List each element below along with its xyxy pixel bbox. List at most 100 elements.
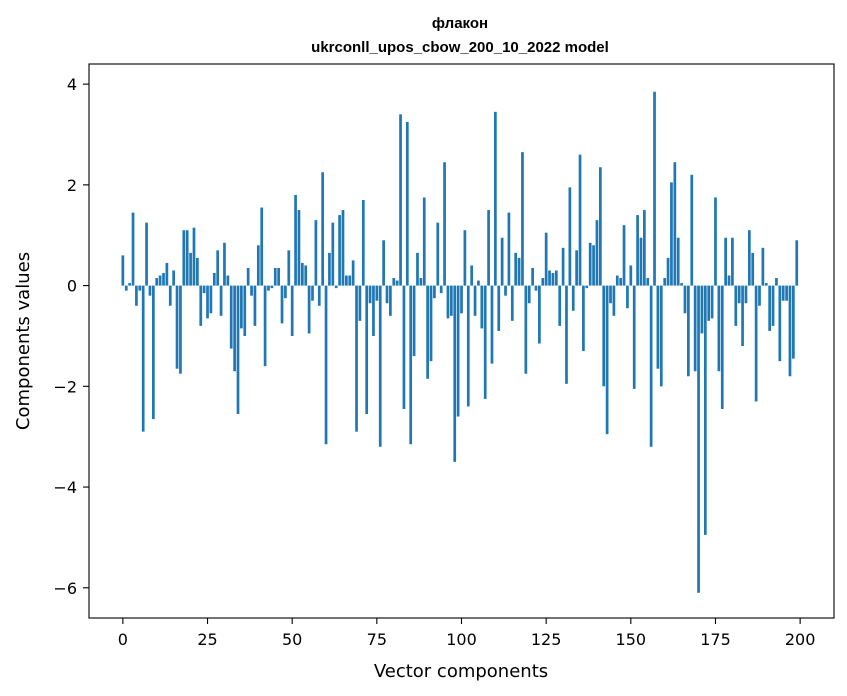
bar [341, 210, 345, 286]
x-tick-label: 200 [785, 630, 816, 649]
bar [510, 285, 514, 321]
bar [517, 257, 521, 286]
bar [297, 210, 301, 286]
bar [287, 250, 291, 286]
bar [707, 285, 711, 321]
bar [253, 285, 257, 326]
bar [402, 285, 406, 409]
bar [754, 285, 758, 402]
bar [524, 285, 528, 374]
bar [155, 278, 159, 286]
bar [212, 273, 216, 286]
bar [534, 285, 538, 291]
bar [206, 285, 209, 319]
bar [578, 154, 582, 286]
x-tick-label: 75 [367, 630, 387, 649]
bars-group [121, 91, 799, 593]
bar [598, 167, 602, 286]
bar [378, 285, 382, 447]
bar [405, 121, 409, 286]
bar [131, 212, 135, 286]
bar [128, 283, 131, 286]
x-tick-label: 175 [700, 630, 731, 649]
bar [229, 285, 233, 349]
x-tick-label: 0 [118, 630, 128, 649]
bar [317, 285, 321, 306]
bar [331, 222, 335, 286]
y-tick-label: −6 [53, 579, 77, 598]
bar [680, 283, 683, 286]
bar [280, 285, 284, 324]
bar [328, 252, 331, 286]
bar [412, 285, 416, 357]
bar [334, 285, 338, 289]
bar [781, 285, 785, 301]
bar [571, 285, 575, 311]
bar [168, 285, 172, 306]
bar [751, 252, 755, 286]
bar [463, 230, 467, 286]
y-tick-label: −4 [53, 478, 77, 497]
bar [196, 257, 199, 286]
bar [290, 285, 294, 336]
bar [714, 197, 717, 286]
bar [209, 285, 213, 314]
bar [656, 285, 660, 369]
y-tick-label: 4 [67, 75, 77, 94]
bar [433, 285, 436, 299]
bar [453, 285, 457, 462]
bar [724, 237, 727, 286]
bar [683, 285, 687, 314]
bar [443, 162, 446, 286]
bar [439, 285, 443, 294]
bar [189, 252, 192, 286]
bar [551, 273, 555, 286]
bar [629, 265, 633, 286]
bar [267, 285, 270, 291]
bar [666, 257, 670, 286]
bar [602, 285, 606, 387]
bar [558, 285, 562, 326]
bar [507, 212, 511, 286]
bar [734, 285, 738, 326]
bar [497, 285, 501, 331]
bar [273, 267, 277, 286]
bar [575, 250, 578, 286]
bar [351, 260, 355, 286]
bar [792, 285, 795, 359]
bar [788, 285, 792, 377]
bar [270, 285, 274, 289]
bar [697, 285, 700, 593]
bar [761, 247, 765, 286]
bar [494, 111, 497, 286]
bar [615, 275, 619, 286]
bar [449, 285, 453, 316]
bar [541, 278, 545, 286]
bar [121, 255, 125, 286]
bar [243, 285, 247, 336]
bar [717, 285, 721, 372]
bar [321, 172, 325, 286]
x-axis-label: Vector components [374, 661, 548, 682]
bar [192, 227, 196, 286]
bar [426, 285, 429, 379]
bar [659, 285, 663, 387]
bar [385, 285, 389, 304]
bar [676, 237, 680, 286]
bar [422, 197, 426, 286]
bar [338, 215, 341, 286]
bar [554, 270, 558, 286]
bar [419, 278, 423, 286]
bar [138, 285, 142, 291]
y-axis-label: Components values [13, 252, 34, 430]
bar [392, 278, 396, 286]
bar [710, 285, 714, 319]
bar [490, 285, 494, 364]
bar [470, 265, 474, 286]
bar [758, 285, 761, 306]
bar [605, 285, 609, 435]
bar [345, 275, 348, 286]
bar [355, 285, 358, 432]
bar [565, 285, 568, 384]
bar [741, 285, 744, 347]
